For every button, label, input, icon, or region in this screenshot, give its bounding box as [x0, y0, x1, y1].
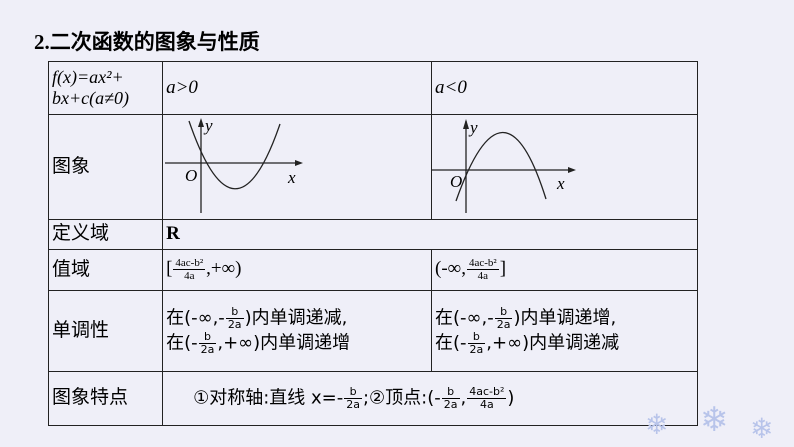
header-a-negative: a<0 — [431, 61, 698, 115]
svg-text:y: y — [468, 118, 478, 137]
function-cell: f(x)=ax²+ bx+c(a≠0) — [47, 61, 164, 115]
downward-parabola-graph: y O x — [432, 118, 576, 213]
table-row: 图象特点 ①对称轴:直线 x=- b 2a ;②顶点:(- b 2a, 4ac-b² 4a) — [47, 370, 698, 426]
row-label: 定义域 — [47, 218, 164, 250]
row-label: 单调性 — [47, 289, 164, 372]
table-row: 值域 [4ac-b² 4a ,+∞) (-∞, 4ac-b² 4a] — [47, 248, 698, 291]
svg-text:x: x — [287, 168, 296, 187]
monotonicity-negative: 在(-∞,- b 2a)内单调递增, 在(- b 2a ,+∞)内单调递减 — [431, 289, 698, 372]
row-label: 值域 — [47, 248, 164, 291]
range-positive: [4ac-b² 4a ,+∞) — [162, 248, 432, 291]
quadratic-properties-table: f(x)=ax²+ bx+c(a≠0) a>0 a<0 图象 y O x — [47, 61, 698, 426]
range-negative: (-∞, 4ac-b² 4a] — [431, 248, 698, 291]
table-row: f(x)=ax²+ bx+c(a≠0) a>0 a<0 — [47, 61, 698, 115]
graph-features: ①对称轴:直线 x=- b 2a ;②顶点:(- b 2a, 4ac-b² 4a) — [162, 370, 698, 426]
snowflake-icon: ❄ — [750, 414, 774, 445]
svg-text:O: O — [450, 172, 462, 191]
upward-parabola-graph: y O x — [165, 116, 304, 213]
snowflake-icon: ❄ — [645, 410, 669, 441]
graph-cell-positive: y O x — [162, 114, 432, 220]
snowflake-icon: ❄ — [700, 402, 729, 439]
svg-text:x: x — [556, 174, 565, 193]
table-row: 定义域 R — [47, 218, 698, 250]
domain-value: R — [162, 218, 698, 250]
svg-text:y: y — [203, 116, 213, 135]
page-title: 2.二次函数的图象与性质 — [34, 30, 260, 54]
monotonicity-positive: 在(-∞,- b 2a)内单调递减, 在(- b 2a ,+∞)内单调递增 — [162, 289, 432, 372]
graph-cell-negative: y O x — [431, 114, 698, 220]
svg-text:O: O — [185, 166, 197, 185]
table-row: 图象 y O x y O x — [47, 114, 698, 220]
table-row: 单调性 在(-∞,- b 2a)内单调递减, 在(- b 2a ,+∞)内单调递增 在(-… — [47, 289, 698, 372]
row-label: 图象特点 — [47, 370, 164, 426]
row-label: 图象 — [47, 114, 164, 220]
header-a-positive: a>0 — [162, 61, 432, 115]
